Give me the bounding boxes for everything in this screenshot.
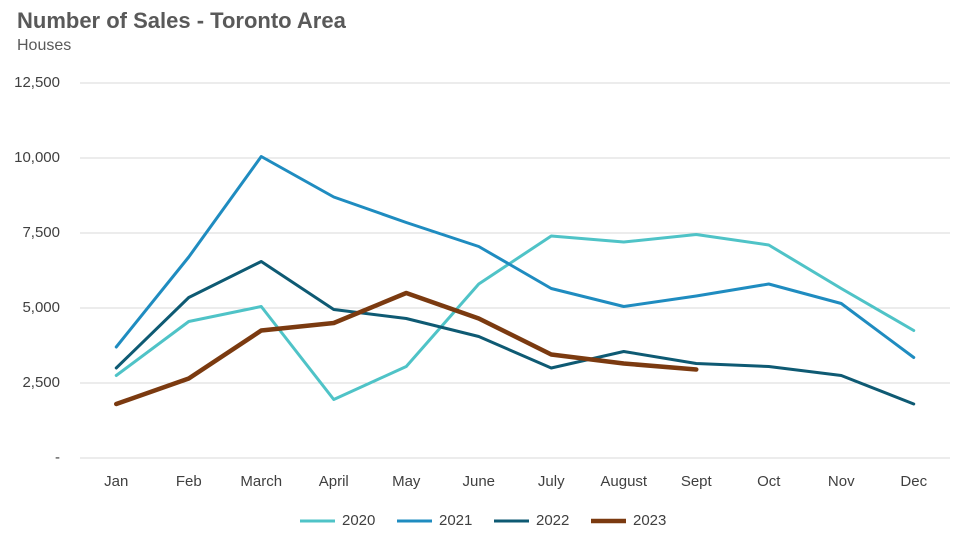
series-line [114, 260, 916, 406]
x-tick-label: May [392, 473, 421, 490]
x-tick-label: Sept [681, 473, 713, 490]
series-line [114, 290, 699, 407]
x-tick-label: July [538, 473, 565, 490]
x-tick-label: March [240, 473, 282, 490]
x-tick-label: April [319, 473, 349, 490]
y-tick-label: 5,000 [22, 299, 60, 316]
x-tick-label: June [462, 473, 495, 490]
x-tick-label: Nov [828, 473, 855, 490]
x-tick-label: August [600, 473, 648, 490]
chart-subtitle: Houses [17, 37, 71, 54]
legend-label: 2020 [342, 512, 375, 529]
legend-label: 2022 [536, 512, 569, 529]
x-tick-label: Oct [757, 473, 781, 490]
legend-label: 2023 [633, 512, 666, 529]
chart-title: Number of Sales - Toronto Area [17, 8, 347, 33]
legend-label: 2021 [439, 512, 472, 529]
y-tick-label: - [55, 449, 60, 466]
y-tick-label: 7,500 [22, 224, 60, 241]
y-tick-label: 2,500 [22, 374, 60, 391]
x-tick-label: Jan [104, 473, 128, 490]
series-line [114, 233, 916, 401]
y-tick-label: 12,500 [14, 74, 60, 91]
series-line [114, 155, 916, 359]
x-tick-label: Feb [176, 473, 202, 490]
x-tick-label: Dec [900, 473, 927, 490]
y-tick-label: 10,000 [14, 149, 60, 166]
